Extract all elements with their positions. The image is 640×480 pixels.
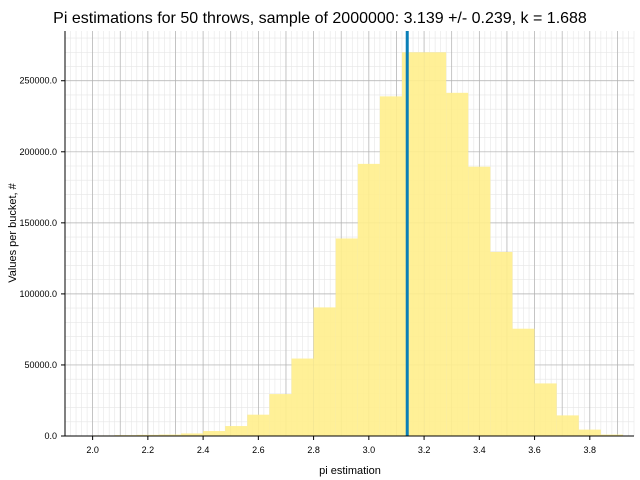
x-tick-label: 2.4 xyxy=(197,445,210,455)
y-tick-label: 150000.0 xyxy=(19,218,57,228)
histogram-bar xyxy=(158,434,182,436)
histogram-bar xyxy=(203,431,226,436)
histogram-bar xyxy=(534,383,557,436)
y-tick-label: 250000.0 xyxy=(19,76,57,86)
histogram-bar xyxy=(291,358,314,436)
y-tick-label: 100000.0 xyxy=(19,289,57,299)
histogram-bar xyxy=(578,429,601,436)
histogram-bar xyxy=(468,166,491,437)
y-tick-label: 50000.0 xyxy=(24,360,57,370)
x-tick-label: 3.0 xyxy=(363,445,376,455)
histogram-bar xyxy=(446,92,469,436)
x-tick-label: 3.2 xyxy=(418,445,431,455)
histogram-bar xyxy=(313,307,336,436)
histogram-bar xyxy=(490,251,513,436)
chart-title: Pi estimations for 50 throws, sample of … xyxy=(53,10,587,27)
histogram-bar xyxy=(556,415,579,436)
histogram-bar xyxy=(512,328,535,436)
x-tick-label: 3.4 xyxy=(473,445,486,455)
x-tick-label: 2.2 xyxy=(142,445,155,455)
tick-labels: 2.0 2.2 2.4 2.6 2.8 3.0 3.2 3.4 3.6 3.8 0.0 50000.0… xyxy=(19,76,596,455)
histogram-bar xyxy=(181,433,204,436)
histogram-bar xyxy=(379,96,402,437)
x-tick-label: 2.0 xyxy=(86,445,99,455)
x-tick-label: 2.8 xyxy=(307,445,320,455)
axes xyxy=(64,31,634,437)
histogram-bar xyxy=(247,414,270,436)
x-tick-label: 3.8 xyxy=(584,445,597,455)
histogram-bar xyxy=(401,52,425,436)
x-axis-label: pi estimation xyxy=(319,465,381,477)
histogram-bar xyxy=(424,52,447,436)
histogram-bar xyxy=(136,434,159,436)
histogram-bar xyxy=(357,163,380,437)
histogram-bar xyxy=(269,394,292,436)
y-tick-label: 0.0 xyxy=(44,431,57,441)
histogram-bar xyxy=(225,426,248,436)
y-axis-label: Values per bucket, # xyxy=(7,182,19,282)
x-tick-label: 2.6 xyxy=(252,445,265,455)
x-tick-label: 3.6 xyxy=(528,445,541,455)
y-tick-label: 200000.0 xyxy=(19,147,57,157)
histogram-bar xyxy=(600,434,623,436)
histogram-bar xyxy=(335,238,358,436)
